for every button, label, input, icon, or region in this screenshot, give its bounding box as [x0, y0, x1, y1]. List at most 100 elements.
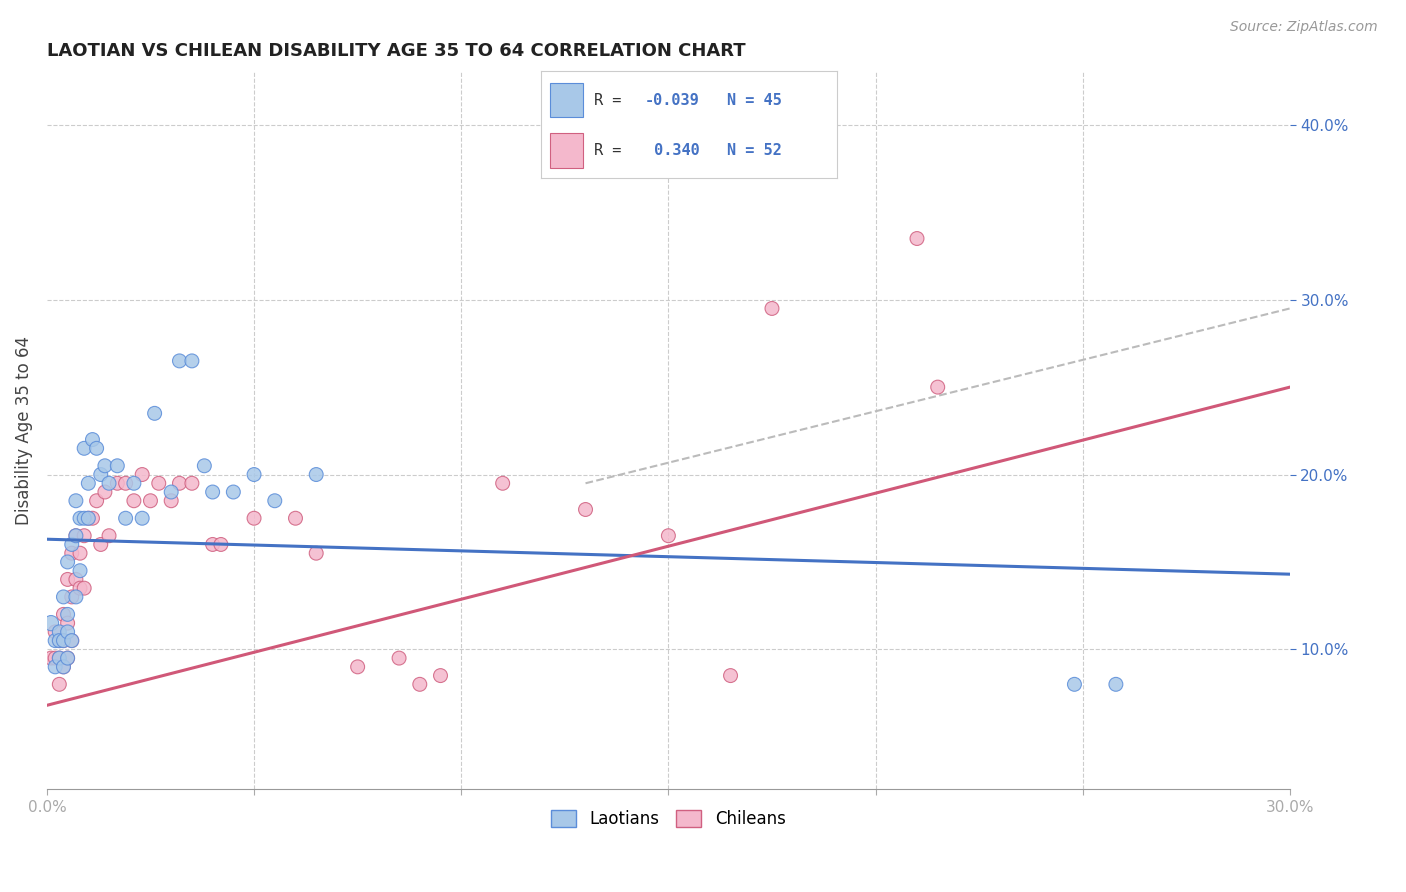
Point — [52, 607, 75, 622]
Point — [122, 476, 145, 491]
Point — [73, 511, 96, 525]
Text: Source: ZipAtlas.com: Source: ZipAtlas.com — [1230, 20, 1378, 34]
Point — [94, 458, 117, 473]
Point — [346, 660, 368, 674]
Point — [305, 467, 328, 482]
Point — [243, 511, 266, 525]
Point — [48, 651, 70, 665]
Point — [148, 476, 170, 491]
Point — [65, 529, 87, 543]
Point — [52, 633, 75, 648]
Point — [122, 493, 145, 508]
Text: N = 52: N = 52 — [727, 143, 782, 158]
Point — [90, 537, 112, 551]
Point — [65, 590, 87, 604]
Point — [114, 476, 136, 491]
Point — [52, 633, 75, 648]
Point — [77, 511, 100, 525]
Point — [82, 511, 104, 525]
Point — [98, 476, 121, 491]
Point — [44, 651, 66, 665]
Point — [492, 476, 515, 491]
Point — [169, 354, 191, 368]
Point — [409, 677, 432, 691]
Point — [60, 633, 83, 648]
Point — [160, 493, 183, 508]
Point — [243, 467, 266, 482]
Legend: Laotians, Chileans: Laotians, Chileans — [544, 803, 792, 835]
Point — [284, 511, 307, 525]
Point — [139, 493, 162, 508]
Point — [657, 529, 679, 543]
Point — [73, 581, 96, 595]
Point — [56, 555, 79, 569]
Text: N = 45: N = 45 — [727, 93, 782, 108]
Point — [1063, 677, 1085, 691]
Point — [90, 467, 112, 482]
Bar — [550, 134, 582, 168]
Point — [56, 624, 79, 639]
Point — [44, 633, 66, 648]
Point — [65, 529, 87, 543]
Point — [201, 537, 224, 551]
Point — [86, 493, 108, 508]
Point — [105, 458, 128, 473]
Point — [56, 651, 79, 665]
Point — [180, 476, 202, 491]
Point — [48, 651, 70, 665]
Point — [222, 485, 245, 500]
Point — [429, 668, 451, 682]
Point — [180, 354, 202, 368]
Point — [52, 660, 75, 674]
Point — [143, 406, 166, 420]
Point — [193, 458, 215, 473]
Point — [77, 476, 100, 491]
Point — [927, 380, 949, 394]
Point — [44, 624, 66, 639]
Point — [82, 433, 104, 447]
Point — [56, 573, 79, 587]
Bar — [550, 83, 582, 118]
Point — [39, 651, 62, 665]
Point — [305, 546, 328, 560]
Point — [574, 502, 596, 516]
Point — [56, 651, 79, 665]
Point — [52, 590, 75, 604]
Point — [48, 633, 70, 648]
Point — [98, 529, 121, 543]
Text: R =: R = — [595, 143, 640, 158]
Point — [69, 511, 91, 525]
Point — [52, 660, 75, 674]
Point — [73, 442, 96, 456]
Point — [65, 493, 87, 508]
Point — [48, 677, 70, 691]
Point — [720, 668, 742, 682]
Y-axis label: Disability Age 35 to 64: Disability Age 35 to 64 — [15, 336, 32, 525]
Point — [73, 529, 96, 543]
Point — [48, 633, 70, 648]
Point — [169, 476, 191, 491]
Point — [131, 511, 153, 525]
Point — [263, 493, 285, 508]
Point — [60, 546, 83, 560]
Point — [94, 485, 117, 500]
Point — [388, 651, 411, 665]
Text: R =: R = — [595, 93, 631, 108]
Point — [209, 537, 232, 551]
Point — [160, 485, 183, 500]
Point — [86, 442, 108, 456]
Point — [105, 476, 128, 491]
Point — [56, 607, 79, 622]
Point — [60, 590, 83, 604]
Point — [114, 511, 136, 525]
Point — [905, 231, 928, 245]
Point — [761, 301, 783, 316]
Point — [201, 485, 224, 500]
Point — [77, 511, 100, 525]
Point — [44, 660, 66, 674]
Text: -0.039: -0.039 — [645, 93, 699, 108]
Point — [69, 581, 91, 595]
Point — [65, 573, 87, 587]
Point — [131, 467, 153, 482]
Point — [39, 616, 62, 631]
